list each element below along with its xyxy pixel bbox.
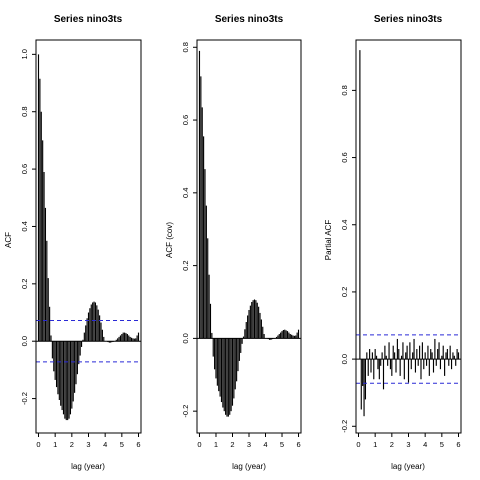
x-tick-label: 5 <box>280 440 284 449</box>
y-tick-label: -0.2 <box>181 405 190 418</box>
x-tick-label: 4 <box>103 440 107 449</box>
x-tick-label: 2 <box>230 440 234 449</box>
y-axis-label: Partial ACF <box>324 220 333 261</box>
x-tick-label: 3 <box>406 440 410 449</box>
x-axis-label: lag (year) <box>391 462 425 471</box>
y-tick-label: 0.8 <box>181 42 190 52</box>
y-axis-label: ACF <box>4 232 13 248</box>
x-tick-label: 3 <box>247 440 251 449</box>
y-tick-label: -0.2 <box>20 392 29 405</box>
y-tick-label: 0.2 <box>181 260 190 270</box>
y-axis-label: ACF (cov) <box>165 222 174 258</box>
x-tick-label: 6 <box>136 440 140 449</box>
panel-title: Series nino3ts <box>54 14 123 25</box>
y-tick-label: 0.4 <box>181 188 190 198</box>
x-tick-label: 2 <box>390 440 394 449</box>
x-tick-label: 1 <box>214 440 218 449</box>
x-tick-label: 0 <box>356 440 360 449</box>
x-tick-label: 6 <box>456 440 460 449</box>
x-axis-label: lag (year) <box>232 462 266 471</box>
panel-acf-cov: Series nino3ts lag (year) ACF (cov) 0 1 2 3… <box>165 14 302 471</box>
x-tick-label: 1 <box>373 440 377 449</box>
x-axis-label: lag (year) <box>71 462 105 471</box>
y-tick-label: 0.8 <box>20 106 29 116</box>
x-tick-label: 4 <box>263 440 267 449</box>
y-tick-label: 0.2 <box>20 279 29 289</box>
y-tick-label: 0.6 <box>340 152 349 162</box>
y-tick-label: 0.0 <box>340 354 349 364</box>
y-tick-label: 0.0 <box>181 333 190 343</box>
y-tick-label: -0.2 <box>340 420 349 433</box>
panel-title: Series nino3ts <box>374 14 443 25</box>
y-tick-label: 0.2 <box>340 287 349 297</box>
x-tick-label: 1 <box>53 440 57 449</box>
plot-frame <box>35 39 142 434</box>
panel-title: Series nino3ts <box>215 14 284 25</box>
x-tick-label: 0 <box>197 440 201 449</box>
x-tick-label: 2 <box>70 440 74 449</box>
y-tick-label: 0.6 <box>20 164 29 174</box>
x-tick-label: 3 <box>86 440 90 449</box>
x-tick-label: 5 <box>440 440 444 449</box>
y-tick-label: 0.4 <box>20 221 29 231</box>
x-tick-label: 5 <box>120 440 124 449</box>
y-tick-label: 0.0 <box>20 336 29 346</box>
plot-frame <box>196 39 302 434</box>
x-tick-label: 6 <box>296 440 300 449</box>
panel-pacf: Series nino3ts lag (year) Partial ACF 0 1… <box>324 14 462 471</box>
y-tick-label: 0.6 <box>181 115 190 125</box>
y-tick-label: 0.4 <box>340 220 349 230</box>
x-tick-label: 4 <box>423 440 427 449</box>
panel-acf: Series nino3ts lag (year) ACF 0 1 2 3 4 5 6 -0.… <box>4 14 142 471</box>
y-tick-label: 0.8 <box>340 85 349 95</box>
y-tick-label: 1.0 <box>20 49 29 59</box>
x-tick-label: 0 <box>36 440 40 449</box>
